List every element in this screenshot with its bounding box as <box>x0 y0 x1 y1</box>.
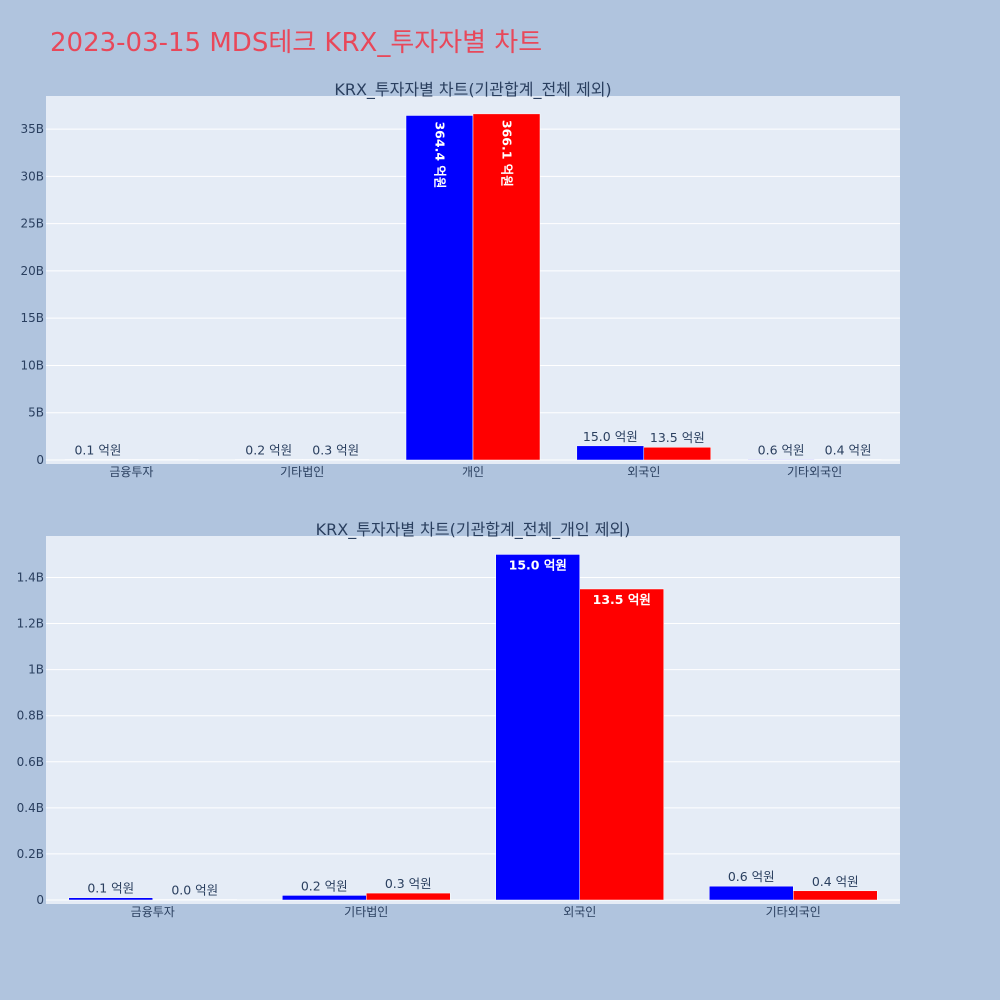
bar <box>793 890 878 901</box>
data-label: 0.2 억원 <box>245 443 292 458</box>
top-chart: KRX_투자자별 차트(기관합계_전체 제외) 0 5B 10B 15B 20B 25B 30… <box>20 80 900 479</box>
y-tick-label: 10B <box>20 358 44 372</box>
x-tick-label: 개인 <box>462 465 484 479</box>
data-label: 13.5 억원 <box>593 592 651 607</box>
x-tick-label: 금융투자 <box>109 465 153 479</box>
x-tick-label: 외국인 <box>563 905 596 919</box>
bottom-chart: KRX_투자자별 차트(기관합계_전체_개인 제외) 0 0.2B 0.4B 0.6B 0… <box>17 520 900 919</box>
bar <box>472 113 541 461</box>
data-label: 0.4 억원 <box>812 874 859 889</box>
y-tick-label: 1.2B <box>17 617 44 631</box>
page-title: 2023-03-15 MDS테크 KRX_투자자별 차트 <box>50 28 543 58</box>
bar <box>131 459 199 461</box>
bar <box>68 897 153 901</box>
plot-area <box>46 536 900 904</box>
x-tick-label: 기타외국인 <box>766 905 821 919</box>
y-tick-label: 0 <box>36 893 44 907</box>
y-tick-label: 0.6B <box>17 755 44 769</box>
y-tick-label: 20B <box>20 264 44 278</box>
x-tick-label: 외국인 <box>627 465 660 479</box>
y-tick-label: 15B <box>20 311 44 325</box>
data-label: 0.3 억원 <box>385 876 432 891</box>
bar <box>282 895 367 901</box>
data-label: 15.0 억원 <box>509 557 567 572</box>
bar <box>814 459 882 461</box>
bar <box>576 445 645 461</box>
y-tick-label: 30B <box>20 169 44 183</box>
x-tick-label: 기타법인 <box>344 905 388 919</box>
y-tick-label: 0.2B <box>17 847 44 861</box>
data-label: 0.6 억원 <box>758 442 805 457</box>
bar <box>405 115 474 461</box>
bar <box>152 899 237 901</box>
x-tick-label: 금융투자 <box>131 905 175 919</box>
data-label: 364.4 억원 <box>433 121 448 188</box>
data-label: 0.3 억원 <box>312 443 359 458</box>
y-tick-label: 0 <box>36 453 44 467</box>
bar <box>709 885 794 901</box>
y-tick-label: 25B <box>20 217 44 231</box>
y-tick-label: 0.4B <box>17 801 44 815</box>
chart-title: KRX_투자자별 차트(기관합계_전체_개인 제외) <box>316 520 631 540</box>
y-tick-label: 1.4B <box>17 570 44 584</box>
bar <box>234 459 303 461</box>
bar <box>301 459 370 461</box>
bar <box>747 459 815 461</box>
bar <box>643 446 712 461</box>
bar <box>579 588 664 901</box>
chart-title: KRX_투자자별 차트(기관합계_전체 제외) <box>334 80 611 100</box>
x-tick-label: 기타법인 <box>280 465 324 479</box>
data-label: 13.5 억원 <box>650 430 705 445</box>
data-label: 15.0 억원 <box>583 429 638 444</box>
y-tick-label: 35B <box>20 122 44 136</box>
data-label: 0.1 억원 <box>87 881 134 896</box>
bar <box>366 892 451 901</box>
data-label: 0.1 억원 <box>74 443 121 458</box>
data-label: 0.2 억원 <box>301 878 348 893</box>
x-tick-label: 기타외국인 <box>787 465 842 479</box>
y-tick-label: 0.8B <box>17 709 44 723</box>
bar <box>495 554 580 901</box>
data-label: 366.1 억원 <box>500 120 515 187</box>
data-label: 0.6 억원 <box>728 869 775 884</box>
data-label: 0.4 억원 <box>825 443 872 458</box>
data-label: 0.0 억원 <box>171 883 218 898</box>
y-tick-label: 1B <box>28 663 44 677</box>
y-tick-label: 5B <box>28 406 44 420</box>
bar <box>64 459 132 461</box>
